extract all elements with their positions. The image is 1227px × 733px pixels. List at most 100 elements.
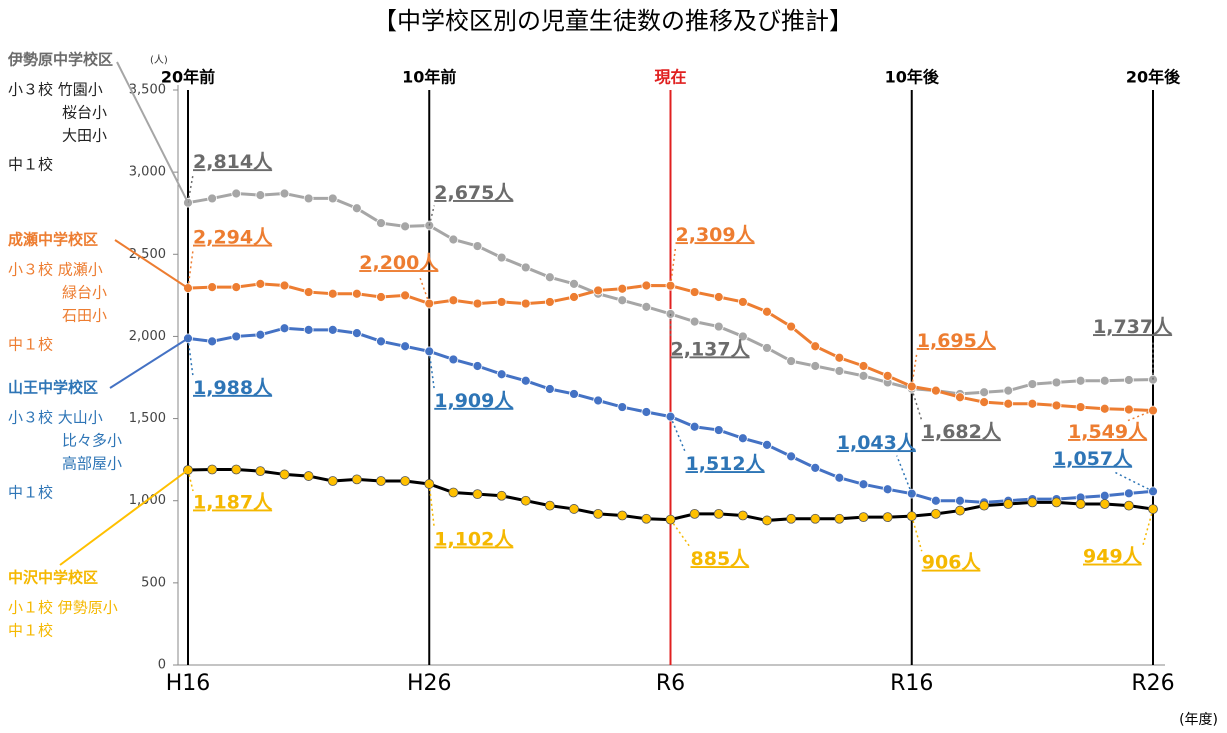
data-point: [400, 290, 411, 301]
data-point: [376, 476, 386, 486]
x-tick-label: R6: [656, 671, 685, 696]
data-label: 2,675人: [434, 182, 514, 204]
data-point: [1027, 497, 1038, 508]
data-point: [448, 354, 459, 365]
label-leader: [187, 469, 194, 492]
data-label: 1,909人: [434, 390, 514, 412]
data-point: [617, 402, 628, 412]
data-point: [1123, 375, 1134, 385]
data-point: [327, 476, 338, 486]
data-point: [689, 421, 700, 432]
data-point: [303, 471, 314, 481]
data-label: 1,057人: [1053, 448, 1133, 470]
data-point: [834, 366, 845, 376]
period-label: 現在: [654, 68, 686, 87]
data-label: 1,043人: [837, 432, 917, 454]
data-point: [231, 282, 242, 293]
data-point: [351, 203, 362, 214]
data-point: [689, 287, 700, 297]
data-point: [303, 287, 314, 297]
data-point: [1027, 379, 1038, 389]
data-point: [1099, 403, 1110, 414]
data-point: [1075, 402, 1086, 412]
legend-note: 小１校 伊勢原小: [8, 599, 118, 617]
data-point: [1123, 488, 1134, 499]
data-point: [472, 241, 483, 251]
legend-note: 高部屋小: [62, 455, 122, 473]
label-leader: [428, 351, 435, 390]
data-point: [496, 297, 507, 307]
data-point: [544, 384, 555, 394]
y-tick-label: 2,000: [129, 329, 166, 344]
data-point: [569, 278, 579, 289]
data-point: [641, 280, 652, 291]
data-point: [569, 389, 579, 399]
x-tick-label: R16: [890, 671, 933, 696]
y-tick-label: 3,500: [129, 83, 166, 98]
data-point: [1099, 499, 1110, 509]
data-label: 1,737人: [1093, 316, 1173, 338]
data-point: [1099, 375, 1110, 386]
data-point: [1051, 497, 1062, 508]
data-label: 1,682人: [922, 421, 1002, 443]
y-tick-label: 2,500: [129, 247, 166, 262]
data-point: [207, 282, 218, 293]
label-leader: [911, 388, 923, 421]
data-point: [1123, 500, 1134, 511]
label-leader: [187, 338, 194, 377]
data-label: 2,137人: [671, 338, 751, 360]
data-point: [1099, 490, 1110, 501]
label-leader: [187, 250, 194, 289]
data-point: [255, 466, 266, 477]
legend-note: 小３校 成瀬小: [8, 261, 103, 279]
data-point: [858, 370, 869, 381]
data-point: [376, 292, 386, 302]
data-point: [520, 298, 531, 309]
data-point: [617, 283, 628, 294]
legend-note: 小３校 竹園小: [8, 81, 103, 99]
label-leader: [428, 483, 435, 529]
data-point: [882, 512, 893, 523]
legend-name: 山王中学校区: [8, 379, 98, 397]
data-point: [1075, 375, 1086, 386]
data-point: [207, 193, 218, 204]
data-point: [279, 280, 290, 291]
data-point: [255, 278, 266, 289]
data-point: [786, 513, 797, 524]
data-point: [303, 193, 314, 204]
data-point: [376, 218, 386, 228]
data-point: [979, 500, 990, 511]
data-label: 2,200人: [359, 252, 439, 274]
legend-arrow: [109, 337, 189, 389]
data-point: [448, 487, 459, 498]
data-label: 949人: [1083, 546, 1143, 568]
data-point: [593, 508, 604, 519]
legend-name: 成瀬中学校区: [8, 231, 98, 249]
data-point: [955, 495, 965, 506]
data-point: [762, 439, 772, 450]
label-leader: [669, 416, 687, 453]
data-point: [351, 328, 362, 339]
data-point: [448, 295, 459, 306]
y-tick-label: 500: [141, 575, 166, 590]
legend-note: 大田小: [62, 127, 107, 145]
data-label: 2,814人: [193, 151, 273, 173]
data-point: [593, 395, 604, 406]
data-point: [1123, 404, 1134, 415]
data-point: [1051, 377, 1062, 388]
y-unit: (人): [150, 54, 168, 66]
data-point: [472, 361, 483, 371]
data-point: [496, 490, 507, 501]
data-point: [641, 407, 652, 417]
data-point: [279, 469, 290, 480]
legend-note: 石田小: [62, 307, 107, 325]
label-leader: [1112, 470, 1154, 493]
legend-note: 桜台小: [62, 104, 107, 122]
data-point: [930, 508, 941, 519]
data-point: [834, 472, 845, 483]
data-point: [376, 336, 386, 347]
data-point: [689, 508, 700, 519]
data-point: [327, 193, 338, 204]
data-point: [400, 221, 411, 232]
data-point: [955, 392, 965, 403]
